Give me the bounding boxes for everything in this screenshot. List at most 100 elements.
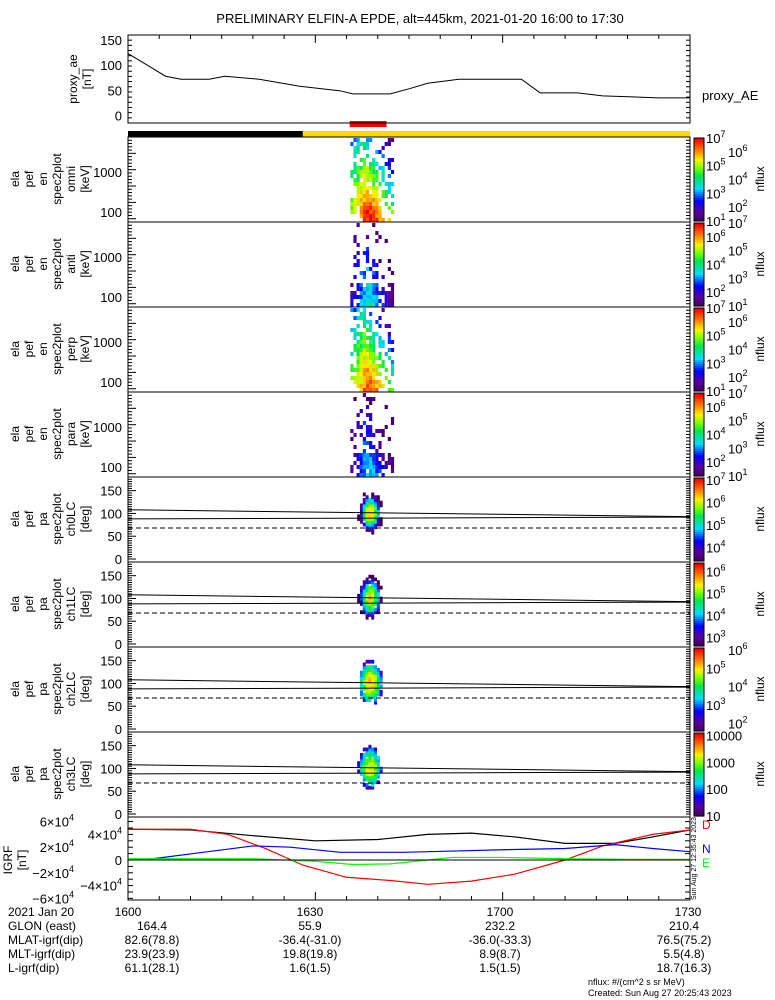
- spectrogram-cell: [368, 670, 372, 675]
- spectrogram-cell: [371, 503, 375, 508]
- ytick-label: 150: [100, 569, 122, 584]
- colorbar-cell: [694, 469, 704, 473]
- spectrogram-cell: [374, 591, 378, 595]
- spectrogram-cell: [372, 453, 376, 457]
- axis-label-line: spec2plot: [50, 323, 64, 375]
- colorbar-cell: [694, 726, 704, 730]
- colorbar-cell: [694, 189, 704, 193]
- spectrogram-cell: [372, 198, 376, 202]
- spectrogram-cell: [371, 580, 375, 585]
- colorbar-cell: [694, 274, 704, 278]
- spectrogram-cell: [365, 372, 370, 376]
- colorbar-cell: [694, 629, 704, 633]
- spectrogram-cell: [378, 214, 382, 218]
- colorbar-tick-label: 100: [706, 782, 728, 797]
- spectrogram-cell: [381, 360, 385, 364]
- spectrogram-cell: [371, 615, 375, 620]
- spectrogram-cell: [365, 498, 369, 502]
- spectrogram-cell: [378, 324, 382, 328]
- spectrogram-cell: [350, 469, 354, 473]
- spectrogram-cell: [381, 429, 385, 433]
- axis-label-line: [deg]: [78, 676, 92, 703]
- spectrogram-cell: [368, 681, 372, 686]
- spectrogram-cell: [365, 287, 370, 291]
- spectrogram-cell: [353, 445, 357, 449]
- spectrogram-cell: [350, 202, 354, 206]
- panel-ch1lc-colorbar: [693, 562, 705, 647]
- spectrogram-cell: [359, 186, 363, 190]
- spectrogram-cell: [371, 769, 375, 774]
- colorbar-cell: [694, 185, 704, 189]
- spectrogram-cell: [356, 352, 360, 356]
- spectrogram-cell: [378, 384, 382, 388]
- spectrogram-cell: [376, 673, 380, 678]
- spectrogram-cell: [369, 473, 373, 477]
- spectrogram-cell: [359, 364, 363, 368]
- spectrogram-cell: [359, 174, 363, 178]
- spectrogram-cell: [359, 678, 363, 683]
- spectrogram-cell: [359, 461, 363, 465]
- spectrogram-cell: [379, 585, 383, 590]
- spectrogram-cell: [371, 763, 375, 768]
- colorbar-cell: [694, 152, 704, 156]
- spectrogram-cell: [365, 506, 369, 510]
- spectrogram-cell: [381, 308, 385, 312]
- spectrogram-cell: [375, 190, 379, 194]
- colorbar-cell: [694, 695, 704, 699]
- colorbar-cell: [694, 465, 704, 469]
- spectrogram-cell: [365, 687, 369, 691]
- loss-cone-line: [127, 594, 691, 603]
- spectrogram-cell: [374, 698, 378, 702]
- panel-ch3lc-colorbar: [693, 732, 705, 817]
- colorbar-cell: [694, 784, 704, 788]
- axis-label-line: [deg]: [78, 591, 92, 618]
- spectrogram-cell: [381, 303, 385, 307]
- spectrogram-cell: [381, 275, 385, 279]
- colorbar-cell: [694, 546, 704, 550]
- spectrogram-cell: [369, 166, 373, 170]
- spectrogram-cell: [365, 763, 369, 768]
- spectrogram-cell: [381, 473, 385, 477]
- spectrogram-cell: [365, 186, 370, 190]
- spectrogram-cell: [369, 340, 373, 344]
- colorbar-cell: [694, 589, 704, 593]
- spectrogram-cell: [387, 388, 391, 392]
- spectrogram-cell: [369, 376, 373, 380]
- spectrogram-cell: [359, 356, 363, 360]
- spectrogram-cell: [357, 599, 361, 604]
- colorbar-cell: [694, 324, 704, 328]
- spectrogram-cell: [362, 312, 366, 316]
- spectrogram-cell: [356, 465, 360, 469]
- spectrogram-cell: [371, 777, 375, 782]
- spectrogram-cell: [376, 519, 380, 524]
- colorbar-label: nflux: [753, 761, 767, 786]
- colorbar-cell: [694, 486, 704, 489]
- spectrogram-cell: [371, 530, 375, 535]
- panel-anti-ylabel: ela pef en spec2plot anti [keV]: [8, 238, 92, 290]
- spectrogram-cell: [387, 166, 391, 170]
- colorbar-cell: [694, 457, 704, 460]
- spectrogram-cell: [376, 684, 380, 689]
- axis-label-line: ela: [8, 171, 22, 187]
- colorbar-tick-label: 106: [706, 494, 725, 511]
- spectrogram-cell: [365, 210, 370, 214]
- colorbar-cell: [694, 751, 704, 755]
- spectrogram-cell: [374, 684, 378, 689]
- spectrogram-cell: [365, 610, 369, 615]
- colorbar-cell: [694, 674, 704, 678]
- spectrogram-cell: [365, 583, 369, 587]
- spectrogram-cell: [371, 596, 375, 601]
- spectrogram-cell: [359, 596, 363, 601]
- spectrogram-cell: [362, 514, 366, 519]
- spectrogram-cell: [375, 210, 379, 214]
- spectrogram-cell: [372, 291, 376, 295]
- spectrogram-cell: [369, 380, 373, 384]
- spectrogram-cell: [365, 202, 370, 206]
- ephemeris-row-label: MLAT-igrf(dip): [8, 933, 83, 947]
- spectrogram-cell: [387, 461, 391, 465]
- spectrogram-cell: [371, 761, 375, 765]
- colorbar-cell: [694, 643, 704, 647]
- colorbar-tick-label: 105: [706, 157, 725, 174]
- colorbar-tick-label: 107: [728, 384, 747, 401]
- spectrogram-cell: [374, 517, 378, 521]
